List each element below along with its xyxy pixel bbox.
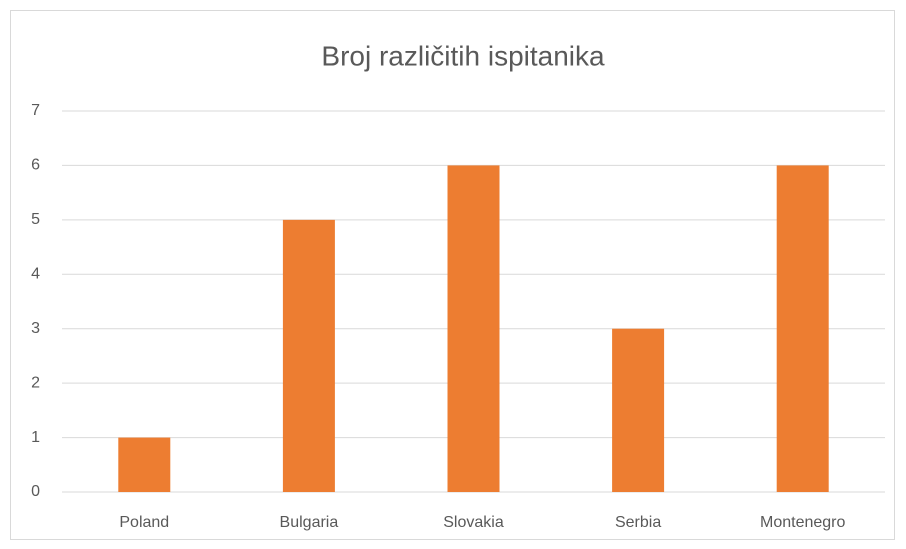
y-tick-label: 1 [31, 429, 40, 446]
bar [612, 328, 665, 492]
y-tick-label: 4 [31, 266, 40, 283]
bar [776, 165, 829, 492]
chart-title: Broj različitih ispitanika [321, 40, 605, 71]
y-tick-label: 0 [31, 483, 40, 500]
bar [118, 437, 171, 492]
y-tick-label: 6 [31, 157, 40, 174]
x-tick-label: Poland [119, 514, 169, 531]
x-tick-label: Serbia [615, 514, 661, 531]
bar [282, 219, 335, 492]
x-tick-label: Montenegro [760, 514, 845, 531]
x-tick-label: Bulgaria [280, 514, 339, 531]
y-tick-label: 5 [31, 211, 40, 228]
bar [447, 165, 500, 492]
y-tick-label: 2 [31, 374, 40, 391]
x-tick-label: Slovakia [443, 514, 504, 531]
y-tick-label: 3 [31, 320, 40, 337]
y-tick-label: 7 [31, 102, 40, 119]
